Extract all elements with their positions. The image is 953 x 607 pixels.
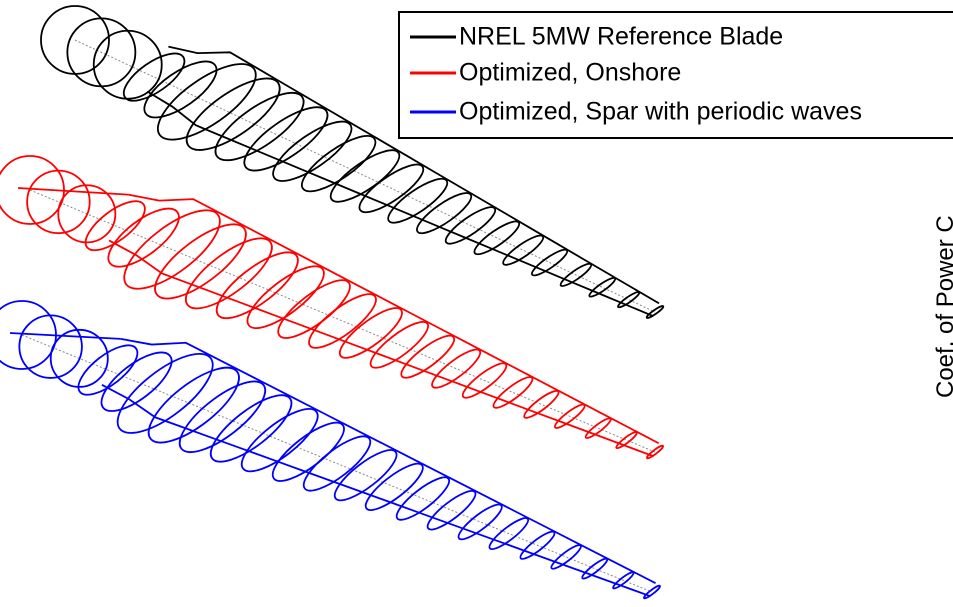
blade — [0, 301, 661, 600]
blade-axis — [30, 190, 655, 452]
blade-section — [265, 112, 360, 191]
blade-section — [206, 81, 313, 172]
blade-diagram: NREL 5MW Reference Blade Optimized, Onsho… — [0, 0, 953, 607]
blade-section — [428, 344, 485, 393]
blade-section — [113, 197, 232, 303]
blade-section — [176, 227, 282, 321]
page: {"legend": {"entries": [ {"label": "NREL… — [0, 0, 953, 607]
legend-label: Optimized, Spar with periodic waves — [459, 98, 862, 126]
legend-label: Optimized, Onshore — [459, 59, 681, 87]
blade-edge — [102, 385, 650, 596]
legend-label: NREL 5MW Reference Blade — [459, 23, 783, 51]
blade — [0, 156, 664, 460]
blade-section — [455, 500, 506, 544]
axis-label: Coef. of Power C — [932, 215, 953, 398]
blade-section — [117, 45, 192, 110]
blade-section — [396, 330, 459, 384]
blade-axis — [22, 335, 652, 592]
